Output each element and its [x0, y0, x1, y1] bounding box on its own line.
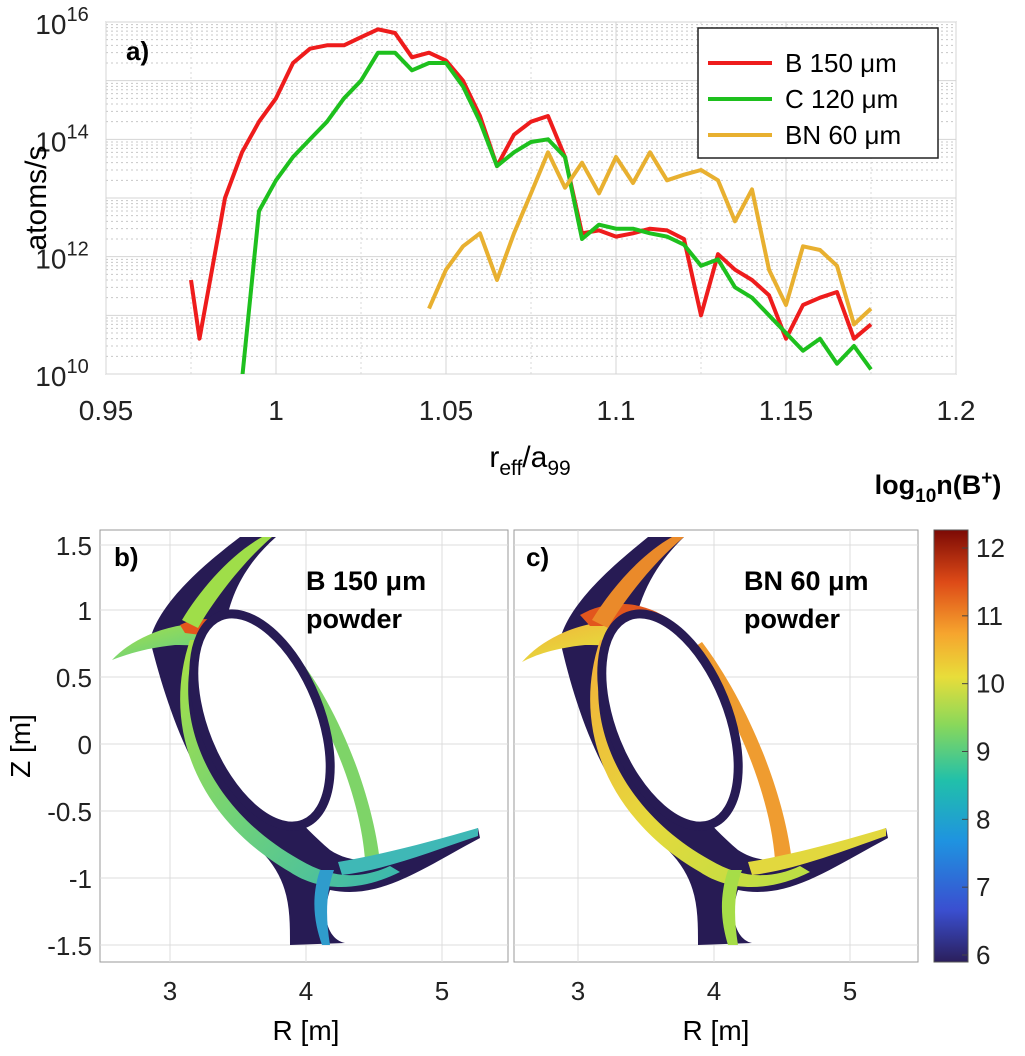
outer-shell-c: [690, 642, 792, 862]
x-axis-label-b: R [m]: [273, 1015, 340, 1046]
panel-c-heatmap: c) BN 60 μm powder 3 4 5 R [m]: [513, 529, 919, 1046]
y-axis-ticks: 1010 1012 1014 1016: [35, 4, 88, 392]
lower-leg-c: [748, 828, 886, 875]
y-tick-label-b: 0.5: [56, 663, 92, 693]
colorbar-tick-label: 11: [976, 601, 1003, 631]
panel-label-a: a): [126, 36, 149, 66]
x-axis-label: reff/a99: [489, 441, 570, 480]
colorbar-tick-label: 6: [976, 940, 990, 970]
x-tick-label-c: 3: [571, 976, 585, 1006]
legend-label-bn60: BN 60 μm: [785, 120, 901, 150]
x-axis-ticks-b: 3 4 5: [163, 976, 449, 1006]
y-axis-label-b: Z [m]: [5, 714, 36, 778]
annotation-b-line1: B 150 μm: [306, 566, 426, 596]
colorbar-tick-label: 9: [976, 737, 990, 767]
annotation-c-line1: BN 60 μm: [744, 566, 869, 596]
x-tick-label-b: 5: [435, 976, 449, 1006]
y-tick-label: 1014: [35, 121, 88, 157]
x-tick-label: 1.1: [597, 395, 636, 426]
x-tick-label: 0.95: [79, 395, 134, 426]
y-tick-label-b: -1.5: [47, 931, 92, 961]
x-tick-label: 1.05: [419, 395, 474, 426]
series-lines: [189, 27, 873, 374]
x-tick-label-b: 4: [299, 976, 313, 1006]
colorbar-gradient: [933, 529, 969, 963]
legend-label-b150: B 150 μm: [785, 48, 897, 78]
scrape-off-shell-c: [590, 640, 810, 887]
y-axis-ticks-b: 1.5 1 0.5 0 -0.5 -1 -1.5: [47, 531, 92, 961]
colorbar-tick-label: 10: [976, 669, 1005, 699]
x-tick-label-c: 5: [843, 976, 857, 1006]
upper-arm-b: [182, 537, 272, 628]
legend-label-c120: C 120 μm: [785, 84, 898, 114]
y-tick-label-b: 0: [78, 730, 92, 760]
density-map-c: [522, 537, 888, 945]
series-line-2: [427, 150, 873, 327]
x-tick-label: 1: [268, 395, 284, 426]
annotation-b-line2: powder: [306, 604, 402, 634]
y-tick-label-b: -1: [69, 864, 92, 894]
colorbar-tick-label: 12: [976, 533, 1005, 563]
x-tick-label: 1.2: [937, 395, 976, 426]
colorbar-label: log10n(B+): [875, 468, 1002, 507]
colorbar-ticks: 12 11 10 9 8 7 6: [962, 533, 1005, 970]
colorbar-tick-label: 8: [976, 804, 990, 834]
lower-arm-c: [721, 870, 742, 945]
annotation-c-line2: powder: [744, 604, 840, 634]
x-tick-label-c: 4: [707, 976, 721, 1006]
lower-leg-b: [338, 828, 478, 875]
y-tick-label-b: -0.5: [47, 797, 92, 827]
x-tick-label: 1.15: [759, 395, 814, 426]
lower-arm-b: [314, 870, 334, 945]
panel-label-c: c): [526, 542, 549, 572]
legend: B 150 μm C 120 μm BN 60 μm: [697, 27, 939, 159]
x-tick-label-b: 3: [163, 976, 177, 1006]
scrape-off-shell-b: [180, 640, 400, 887]
colorbar-tick-label: 7: [976, 872, 990, 902]
inner-dark-ring-b: [189, 609, 335, 831]
y-tick-label-b: 1.5: [56, 531, 92, 561]
y-tick-label: 1012: [35, 239, 88, 275]
upper-arm-c: [592, 537, 684, 628]
series-line-1: [240, 50, 873, 374]
panel-label-b: b): [114, 542, 139, 572]
colorbar: 12 11 10 9 8 7 6 log10n(B+): [875, 468, 1005, 970]
y-tick-label: 1016: [35, 4, 88, 40]
density-map-b: [112, 537, 480, 945]
x-axis-ticks: 0.95 1 1.05 1.1 1.15 1.2: [79, 395, 976, 426]
inner-dark-ring-c: [597, 609, 743, 831]
y-tick-label: 1010: [35, 356, 88, 392]
x-axis-label-c: R [m]: [683, 1015, 750, 1046]
y-tick-label-b: 1: [78, 596, 92, 626]
series-line-0: [189, 27, 873, 341]
x-axis-ticks-c: 3 4 5: [571, 976, 857, 1006]
panel-b-heatmap: b) B 150 μm powder 1.5 1 0.5 0 -0.5 -1 -1.5 3 4…: [5, 529, 509, 1046]
y-axis-label: atoms/s: [20, 145, 53, 250]
